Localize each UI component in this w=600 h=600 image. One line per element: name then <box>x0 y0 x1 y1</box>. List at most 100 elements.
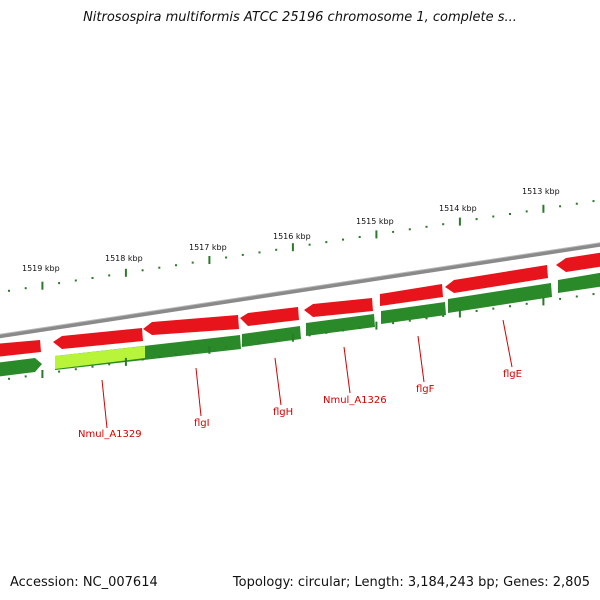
inner-major-tick <box>208 345 211 354</box>
chromosome-backbone-highlight <box>0 242 600 335</box>
kbp-minor-tick <box>74 279 77 282</box>
inner-minor-tick <box>24 375 27 378</box>
inner-minor-tick <box>275 339 278 342</box>
reverse-gene-highlight[interactable] <box>55 346 145 369</box>
kbp-minor-tick <box>275 248 278 251</box>
inner-minor-tick <box>108 363 111 366</box>
kbp-minor-tick <box>24 287 27 290</box>
map-title: Nitrosospira multiformis ATCC 25196 chro… <box>83 10 517 25</box>
kbp-minor-tick <box>442 223 445 226</box>
inner-scale <box>8 293 595 380</box>
kbp-minor-tick <box>175 264 177 267</box>
topology-summary: Topology: circular; Length: 3,184,243 bp… <box>232 575 590 590</box>
inner-minor-tick <box>492 307 495 310</box>
forward-gene[interactable] <box>240 307 299 326</box>
inner-minor-tick <box>241 343 244 346</box>
kbp-minor-tick <box>425 225 428 228</box>
leader-line <box>343 346 351 394</box>
kbp-minor-tick <box>575 202 578 205</box>
kbp-minor-tick <box>342 238 344 241</box>
gene-label-flgf[interactable]: flgF <box>416 384 435 395</box>
kbp-minor-tick <box>509 213 511 215</box>
kbp-label-1517: 1517 kbp <box>189 243 227 252</box>
kbp-major-tick <box>375 230 378 239</box>
kbp-minor-tick <box>408 228 411 231</box>
inner-minor-tick <box>575 295 578 298</box>
inner-minor-tick <box>358 327 361 329</box>
inner-minor-tick <box>191 351 194 354</box>
inner-minor-tick <box>158 356 161 358</box>
inner-minor-tick <box>342 329 344 332</box>
kbp-minor-tick <box>525 210 528 213</box>
inner-minor-tick <box>8 377 10 380</box>
inner-minor-tick <box>509 305 511 308</box>
inner-minor-tick <box>325 331 328 334</box>
gene-label-flge[interactable]: flgE <box>503 369 522 380</box>
kbp-major-tick <box>208 256 211 264</box>
inner-major-tick <box>41 370 44 378</box>
forward-gene[interactable] <box>380 284 443 306</box>
inner-minor-tick <box>525 302 528 305</box>
inner-minor-tick <box>308 334 311 337</box>
kbp-scale <box>8 200 595 292</box>
kbp-minor-tick <box>358 236 361 238</box>
inner-minor-tick <box>408 319 411 322</box>
kbp-minor-tick <box>108 274 111 277</box>
kbp-minor-tick <box>492 215 495 218</box>
inner-minor-tick <box>258 341 261 344</box>
kbp-minor-tick <box>592 200 595 203</box>
reverse-gene[interactable] <box>558 272 600 293</box>
kbp-label-1518: 1518 kbp <box>105 254 143 263</box>
forward-gene[interactable] <box>53 328 143 349</box>
kbp-minor-tick <box>8 289 10 292</box>
gene-label-nmul-a1326[interactable]: Nmul_A1326 <box>323 395 387 406</box>
inner-major-tick <box>375 321 378 330</box>
gene-label-flgh[interactable]: flgH <box>273 407 293 418</box>
forward-strand-genes <box>0 252 600 357</box>
leader-line <box>274 357 282 406</box>
forward-gene[interactable] <box>143 315 239 335</box>
inner-minor-tick <box>225 346 228 349</box>
reverse-gene[interactable] <box>448 283 552 313</box>
kbp-minor-tick <box>308 243 311 246</box>
kbp-minor-tick <box>225 256 228 259</box>
inner-major-tick <box>291 333 294 342</box>
gene-labels: Nmul_A1329 flgI flgH Nmul_A1326 flgF flg… <box>78 369 522 440</box>
gene-label-flgi[interactable]: flgI <box>194 418 210 429</box>
inner-minor-tick <box>559 297 562 300</box>
forward-gene[interactable] <box>556 252 600 272</box>
inner-minor-tick <box>141 358 144 361</box>
forward-gene[interactable] <box>0 340 41 357</box>
reverse-gene[interactable] <box>381 302 446 324</box>
kbp-minor-tick <box>325 241 328 244</box>
forward-gene[interactable] <box>445 265 548 293</box>
kbp-minor-tick <box>191 261 194 264</box>
inner-major-tick <box>124 357 127 366</box>
inner-minor-tick <box>91 365 94 368</box>
inner-minor-tick <box>425 317 428 320</box>
kbp-minor-tick <box>475 218 478 221</box>
inner-minor-tick <box>475 310 478 312</box>
reverse-gene[interactable] <box>242 326 301 347</box>
gene-label-nmul-a1329[interactable]: Nmul_A1329 <box>78 429 142 440</box>
inner-major-tick <box>458 309 461 318</box>
kbp-labels: 1519 kbp 1518 kbp 1517 kbp 1516 kbp 1515… <box>22 187 560 273</box>
kbp-minor-tick <box>258 251 261 254</box>
inner-minor-tick <box>175 353 177 356</box>
kbp-label-1515: 1515 kbp <box>356 217 394 226</box>
leader-line <box>101 379 108 429</box>
kbp-minor-tick <box>392 230 395 233</box>
chromosome-backbone <box>0 242 600 339</box>
inner-minor-tick <box>58 370 61 373</box>
kbp-label-1516: 1516 kbp <box>273 232 311 241</box>
accession-text: Accession: NC_007614 <box>10 575 158 590</box>
reverse-gene[interactable] <box>0 358 42 377</box>
gene-leaders <box>101 319 513 429</box>
kbp-major-tick <box>458 217 461 226</box>
forward-gene[interactable] <box>304 298 373 317</box>
inner-major-tick <box>542 297 545 306</box>
reverse-gene[interactable] <box>306 314 375 336</box>
kbp-minor-tick <box>241 253 244 256</box>
inner-minor-tick <box>74 368 77 371</box>
